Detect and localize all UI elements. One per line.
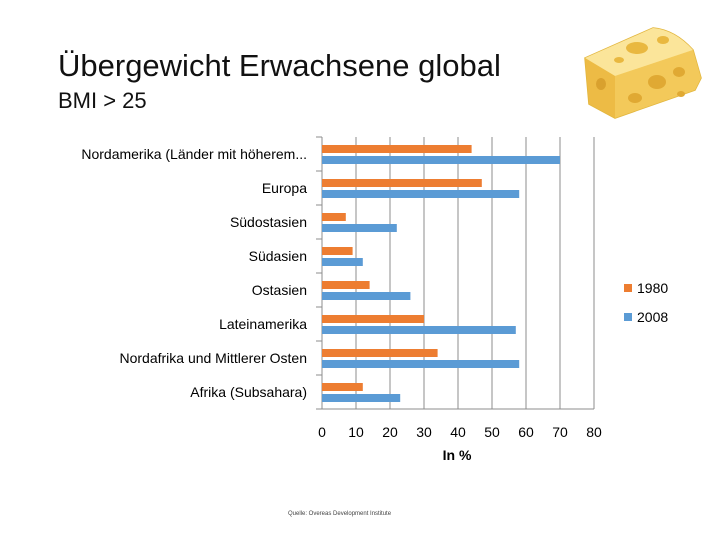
category-label: Nordafrika und Mittlerer Osten	[119, 350, 307, 366]
x-tick-label: 10	[348, 424, 364, 440]
slide-subtitle: BMI > 25	[58, 88, 147, 113]
category-labels: Nordamerika (Länder mit höherem... Europa…	[81, 146, 307, 400]
x-axis-label: In %	[443, 447, 472, 463]
legend-swatch-1980	[624, 284, 632, 292]
category-label: Europa	[262, 180, 307, 196]
category-label: Nordamerika (Länder mit höherem...	[81, 146, 307, 162]
bar-1980	[322, 145, 472, 153]
bar-2008	[322, 394, 401, 402]
bar-1980	[322, 179, 482, 187]
bar-1980	[322, 281, 370, 289]
bar-1980	[322, 213, 346, 221]
bar-2008	[322, 292, 411, 300]
bar-2008	[322, 360, 520, 368]
x-tick-label: 0	[318, 424, 326, 440]
category-label: Afrika (Subsahara)	[190, 384, 307, 400]
grid-lines	[316, 136, 595, 410]
x-tick-label: 60	[518, 424, 534, 440]
x-tick-label: 50	[484, 424, 500, 440]
legend: 1980 2008	[624, 280, 668, 325]
x-tick-label: 70	[552, 424, 568, 440]
bar-1980	[322, 315, 424, 323]
source-note: Quelle: Overeas Development Institute	[288, 511, 392, 517]
category-label: Südasien	[249, 248, 307, 264]
x-tick-label: 40	[450, 424, 466, 440]
bar-2008	[322, 224, 397, 232]
slide-title: Übergewicht Erwachsene global	[58, 48, 501, 83]
cheese-illustration	[584, 27, 702, 119]
x-tick-label: 30	[416, 424, 432, 440]
bar-1980	[322, 383, 363, 391]
bar-1980	[322, 349, 438, 357]
category-label: Südostasien	[230, 214, 307, 230]
category-label: Lateinamerika	[219, 316, 307, 332]
legend-label-2008: 2008	[637, 309, 668, 325]
bar-2008	[322, 326, 516, 334]
legend-swatch-2008	[624, 313, 632, 321]
bar-2008	[322, 258, 363, 266]
x-tick-labels: 0 10 20 30 40 50 60 70 80	[318, 424, 602, 440]
x-tick-label: 80	[586, 424, 602, 440]
bar-2008	[322, 156, 560, 164]
bar-1980	[322, 247, 353, 255]
bars	[322, 145, 560, 402]
category-label: Ostasien	[252, 282, 307, 298]
bar-2008	[322, 190, 520, 198]
legend-label-1980: 1980	[637, 280, 668, 296]
x-tick-label: 20	[382, 424, 398, 440]
